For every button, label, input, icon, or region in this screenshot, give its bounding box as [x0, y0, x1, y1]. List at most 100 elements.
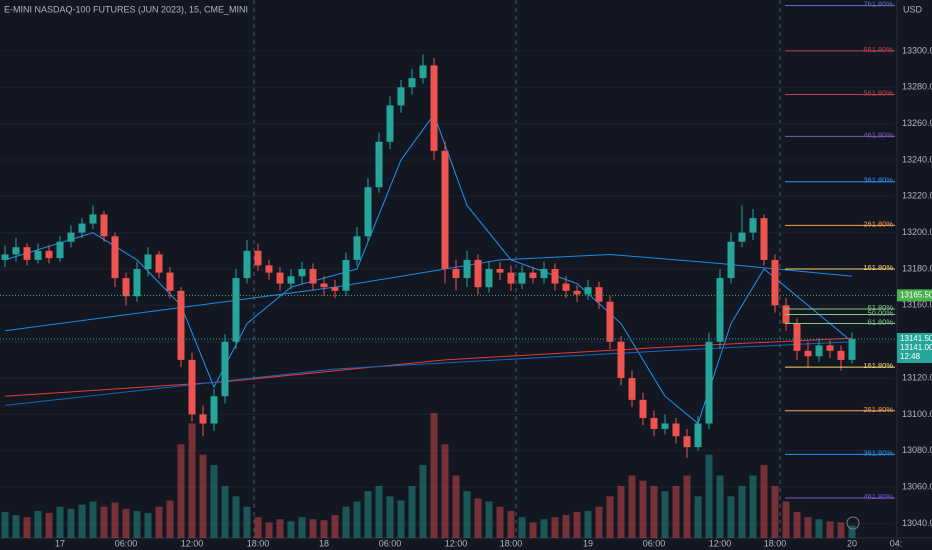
- y-tick-label: 13200.00: [902, 227, 932, 237]
- x-tick-label: 18:00: [500, 538, 523, 548]
- candle-body: [672, 423, 680, 437]
- y-tick-label: 13120.00: [902, 372, 932, 382]
- x-tick-label: 18: [319, 538, 329, 548]
- candle-body: [804, 350, 812, 357]
- candle-body: [441, 150, 449, 269]
- candle-body: [67, 232, 75, 242]
- volume-bar: [34, 510, 42, 538]
- volume-bar: [1, 511, 9, 538]
- volume-bar: [111, 502, 119, 538]
- candle-body: [837, 350, 845, 360]
- y-tick-label: 13220.00: [902, 191, 932, 201]
- candle-body: [309, 269, 317, 284]
- overlay-layer: 761.80% 661.80% 561.80% 461.80% 361.80% 261.8…: [0, 0, 895, 501]
- indicator-layer: [4, 113, 853, 425]
- icon[interactable]: [846, 516, 860, 530]
- volume-bar: [144, 513, 152, 538]
- fib-label: 261.80%: [863, 405, 893, 414]
- candle-body: [463, 259, 471, 279]
- candle-body: [694, 423, 702, 448]
- volume-bar: [826, 521, 834, 538]
- candle-body: [760, 218, 768, 260]
- candle-body: [1, 254, 9, 260]
- candle-body: [617, 341, 625, 379]
- candle-body: [133, 269, 141, 297]
- volume-bar: [89, 501, 97, 538]
- x-tick-label: 19: [583, 538, 593, 548]
- volume-bar: [221, 485, 229, 538]
- x-tick-label: 12:00: [445, 538, 468, 548]
- candle-body: [199, 414, 207, 424]
- candle-body: [331, 287, 339, 291]
- volume-bar: [386, 496, 394, 538]
- volume-bar: [254, 517, 262, 538]
- volume-bar: [749, 475, 757, 538]
- volume-bar: [584, 510, 592, 538]
- volume-bar: [782, 501, 790, 538]
- volume-bar: [232, 496, 240, 538]
- indicator-line: [4, 337, 853, 397]
- candle-body: [661, 423, 669, 429]
- volume-bar: [331, 515, 339, 538]
- volume-bar: [320, 520, 328, 538]
- y-tick-label: 13280.00: [902, 82, 932, 92]
- candle-layer: [1, 54, 856, 459]
- volume-bar: [716, 475, 724, 538]
- volume-bar: [199, 454, 207, 538]
- candle-body: [452, 269, 460, 279]
- y-tick-label: 13160.00: [902, 300, 932, 310]
- price-tag-label: 13141.50: [900, 334, 932, 343]
- fib-label: 661.80%: [863, 45, 893, 54]
- candle-body: [562, 283, 570, 291]
- candle-body: [364, 187, 372, 237]
- volume-bar: [771, 485, 779, 538]
- candle-body: [793, 323, 801, 351]
- fib-label: 761.80%: [863, 0, 893, 8]
- volume-bar: [441, 444, 449, 538]
- candle-body: [45, 250, 53, 259]
- indicator-line: [4, 253, 853, 332]
- volume-bar: [595, 506, 603, 538]
- candle-body: [815, 345, 823, 357]
- candle-body: [474, 259, 482, 288]
- candle-body: [144, 254, 152, 269]
- volume-bar: [683, 475, 691, 538]
- candle-body: [683, 436, 691, 448]
- candle-body: [419, 65, 427, 79]
- volume-bar: [177, 444, 185, 538]
- volume-bar: [56, 506, 64, 538]
- y-tick-label: 13040.00: [902, 518, 932, 528]
- indicator-line: [4, 113, 853, 425]
- volume-bar: [540, 519, 548, 538]
- y-tick-label: 13060.00: [902, 481, 932, 491]
- price-tag-line: 12:48: [900, 352, 921, 361]
- candle-body: [320, 283, 328, 288]
- volume-bar: [573, 511, 581, 538]
- volume-bar: [122, 508, 130, 538]
- x-tick-label: 12:00: [709, 538, 732, 548]
- candle-body: [177, 290, 185, 360]
- fib-label: 50.00%: [868, 308, 894, 317]
- price-tag-line: 13141.00: [900, 343, 932, 352]
- candle-body: [727, 241, 735, 279]
- volume-bar: [23, 517, 31, 538]
- volume-bar: [815, 519, 823, 538]
- volume-bar: [408, 485, 416, 538]
- indicator-line: [4, 341, 853, 406]
- volume-bar: [485, 501, 493, 538]
- x-tick-label: 12:00: [181, 538, 204, 548]
- candle-body: [232, 278, 240, 342]
- volume-bar: [166, 500, 174, 538]
- candle-body: [738, 232, 746, 242]
- currency: USD: [903, 4, 923, 14]
- volume-bar: [353, 501, 361, 538]
- candle-body: [507, 272, 515, 284]
- candle-body: [23, 247, 31, 260]
- candle-body: [342, 259, 350, 291]
- candle-body: [628, 378, 636, 400]
- volume-bar: [606, 496, 614, 538]
- fib-label: 161.80%: [863, 263, 893, 272]
- candle-body: [386, 105, 394, 142]
- x-tick-label: 06:00: [115, 538, 138, 548]
